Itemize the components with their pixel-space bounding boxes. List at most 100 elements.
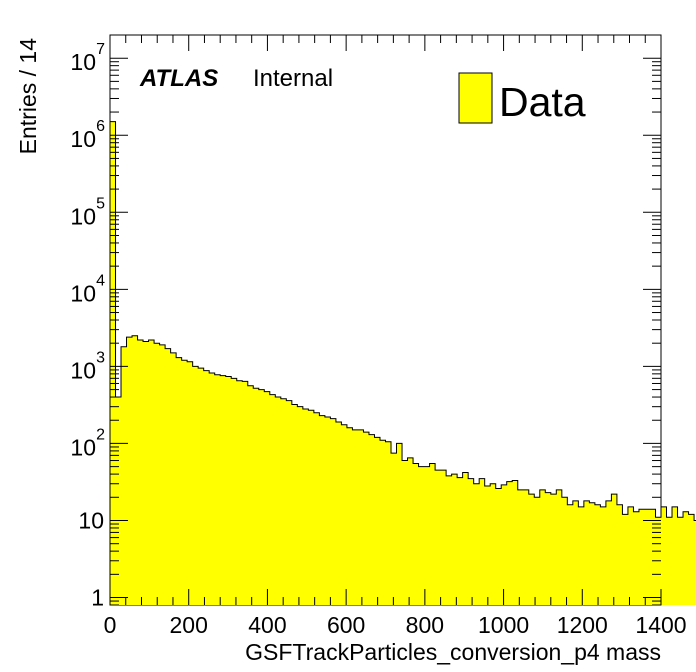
atlas-label: ATLAS Internal <box>139 65 333 92</box>
histogram-bin <box>176 358 182 605</box>
histogram-bin <box>297 407 303 605</box>
histogram-bin <box>573 501 579 605</box>
histogram-bin <box>452 474 458 605</box>
histogram-bin <box>540 490 546 605</box>
y-tick-exponent: 3 <box>96 349 105 366</box>
histogram-bin <box>611 494 617 605</box>
histogram-bin <box>689 514 695 605</box>
histogram-bin <box>556 490 562 605</box>
histogram-bin <box>308 410 314 605</box>
histogram-bin <box>430 463 436 605</box>
x-tick-label: 400 <box>248 612 286 638</box>
histogram-bin <box>628 507 634 605</box>
histogram-bin <box>303 409 309 605</box>
atlas-label-text: Internal <box>253 65 333 92</box>
x-tick-label: 800 <box>406 612 444 638</box>
y-tick-exponent: 6 <box>96 118 105 135</box>
histogram-bin <box>441 470 447 605</box>
axis-ticks <box>109 34 662 606</box>
histogram-bin <box>363 432 369 605</box>
y-tick-exponent: 4 <box>96 272 105 289</box>
histogram-bin <box>545 493 551 605</box>
x-axis-label: GSFTrackParticles_conversion_p4 mass <box>245 639 661 665</box>
y-tick-base: 10 <box>70 126 96 152</box>
histogram-bin <box>678 517 684 605</box>
y-axis-label: Entries / 14 <box>15 38 41 155</box>
histogram-bin <box>341 425 347 605</box>
histogram-bin <box>644 509 650 605</box>
histogram-bin <box>419 467 425 605</box>
histogram-bin <box>165 349 171 605</box>
y-tick-label: 610 <box>70 118 105 152</box>
legend-entry-data: Data <box>499 79 586 125</box>
histogram-bin <box>270 395 276 605</box>
y-tick-label: 1 <box>91 585 104 611</box>
legend-swatch <box>458 72 493 124</box>
histogram-bin <box>160 345 166 605</box>
legend: Data <box>458 72 586 125</box>
y-tick-base: 10 <box>70 203 96 229</box>
histogram-bin <box>391 453 397 605</box>
histogram-bin <box>490 484 496 605</box>
histogram-bin <box>589 503 595 605</box>
histogram-bin <box>479 479 485 605</box>
histogram-fill <box>110 121 696 605</box>
histogram-bin <box>413 463 419 605</box>
y-tick-base: 10 <box>70 49 96 75</box>
histogram-bin <box>501 485 507 605</box>
y-tick-label: 210 <box>70 426 105 460</box>
histogram-bin <box>622 514 628 605</box>
histogram-bin <box>529 494 535 605</box>
histogram-bin <box>193 366 199 605</box>
histogram-bin <box>567 505 573 605</box>
x-tick-label: 0 <box>104 612 117 638</box>
histogram-bin <box>138 340 144 605</box>
histogram-bin <box>171 353 177 605</box>
histogram-bin <box>187 362 193 605</box>
histogram-bin <box>116 397 122 605</box>
histogram-bin <box>319 416 325 605</box>
histogram-bin <box>468 479 474 605</box>
histogram-bin <box>237 381 243 605</box>
histogram-bin <box>154 343 160 605</box>
y-tick-base: 1 <box>91 585 104 611</box>
histogram-bin <box>292 405 298 605</box>
histogram-bin <box>551 494 557 605</box>
histogram-bin <box>226 376 232 605</box>
histogram-bin <box>446 476 452 605</box>
histogram-bins <box>110 122 696 605</box>
histogram-bin <box>595 505 601 605</box>
histogram-bin <box>209 373 215 605</box>
histogram-bin <box>336 422 342 605</box>
histogram-bin <box>352 430 358 605</box>
histogram-outline <box>109 121 696 605</box>
histogram-bin <box>408 458 414 605</box>
histogram-bin <box>474 484 480 605</box>
x-tick-labels: 0 200 400 600 800 1000 1200 1400 <box>104 612 687 638</box>
y-tick-base: 10 <box>70 357 96 383</box>
histogram-bin <box>314 413 320 605</box>
histogram-bin <box>584 501 590 605</box>
histogram-bin <box>248 386 254 605</box>
y-tick-label: 310 <box>70 349 105 383</box>
histogram-bin <box>578 507 584 605</box>
histogram-bin <box>281 399 287 605</box>
histogram-bin <box>149 340 155 605</box>
y-tick-base: 10 <box>70 434 96 460</box>
histogram-bin <box>617 505 623 605</box>
histogram-bin <box>562 497 568 605</box>
histogram-bin <box>259 390 265 605</box>
histogram-bin <box>523 490 529 605</box>
x-tick-label: 1400 <box>635 612 686 638</box>
histogram-bin <box>667 517 673 605</box>
x-tick-label: 600 <box>327 612 365 638</box>
histogram-bin <box>204 371 210 605</box>
histogram-bin <box>325 417 331 605</box>
y-tick-label: 710 <box>70 41 105 75</box>
histogram-bin <box>639 509 645 605</box>
histogram-bin <box>661 507 667 605</box>
histogram-bin <box>386 442 392 605</box>
histogram-bin <box>231 378 237 605</box>
